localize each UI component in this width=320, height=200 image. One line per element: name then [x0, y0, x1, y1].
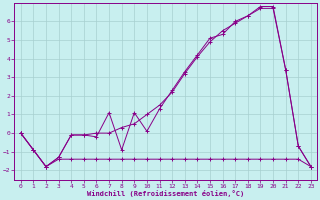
X-axis label: Windchill (Refroidissement éolien,°C): Windchill (Refroidissement éolien,°C): [87, 190, 244, 197]
